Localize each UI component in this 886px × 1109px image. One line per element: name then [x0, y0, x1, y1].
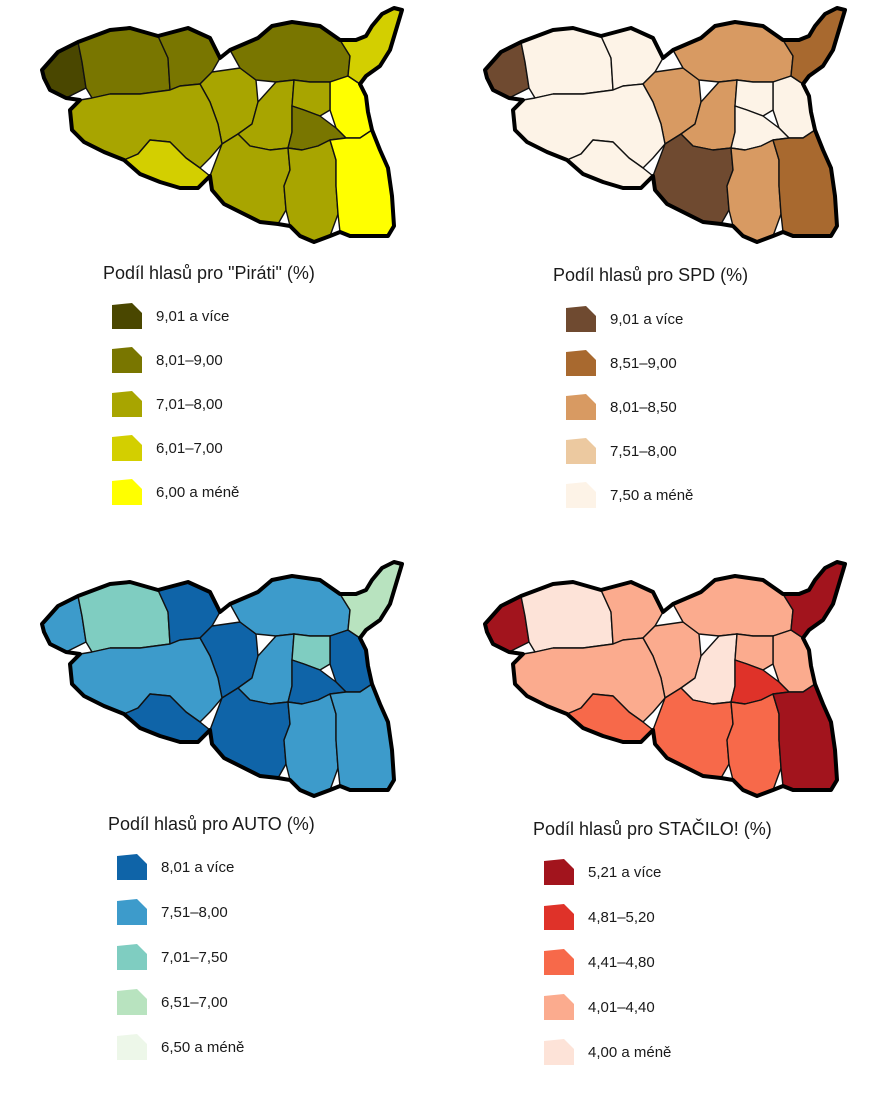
- map-panel-stacilo: Podíl hlasů pro STAČILO! (%) 5,21 a více…: [443, 554, 886, 1108]
- legend-item: 6,50 a méně: [115, 1032, 244, 1062]
- map-region: [772, 129, 838, 237]
- legend-title-spd: Podíl hlasů pro SPD (%): [553, 265, 749, 285]
- map-region: [329, 683, 395, 791]
- legend-title-pirati: Podíl hlasů pro "Piráti" (%): [103, 263, 315, 283]
- legend-swatch: [112, 347, 142, 373]
- region-outline: [40, 560, 404, 798]
- map-panel-spd: Podíl hlasů pro SPD (%) 9,01 a více 8,51–…: [443, 0, 886, 554]
- legend-swatch: [566, 482, 596, 508]
- legend-swatch: [117, 1034, 147, 1060]
- legend-label: 6,01–7,00: [156, 439, 223, 457]
- legend-swatch: [566, 438, 596, 464]
- region-outline: [483, 6, 847, 244]
- map-panel-pirati: Podíl hlasů pro "Piráti" (%) 9,01 a více…: [0, 0, 443, 554]
- legend-swatch: [566, 350, 596, 376]
- legend-label: 7,51–8,00: [610, 442, 677, 460]
- map-region: [329, 129, 395, 237]
- legend-label: 7,01–7,50: [161, 948, 228, 966]
- legend-swatch: [112, 435, 142, 461]
- legend-label: 4,01–4,40: [588, 998, 655, 1016]
- legend-label: 9,01 a více: [610, 310, 684, 328]
- legend-item: 7,01–7,50: [115, 942, 228, 972]
- legend-item: 5,21 a více: [542, 857, 661, 887]
- legend-label: 7,51–8,00: [161, 903, 228, 921]
- legend-item: 7,51–8,00: [115, 897, 228, 927]
- choropleth-map-spd: [483, 6, 847, 244]
- legend-label: 9,01 a více: [156, 307, 230, 325]
- legend-swatch: [117, 989, 147, 1015]
- legend-swatch: [544, 1039, 574, 1065]
- legend-label: 8,51–9,00: [610, 354, 677, 372]
- legend-label: 4,41–4,80: [588, 953, 655, 971]
- legend-label: 8,01 a více: [161, 858, 235, 876]
- legend-label: 8,01–9,00: [156, 351, 223, 369]
- legend-swatch: [117, 944, 147, 970]
- legend-swatch: [112, 303, 142, 329]
- map-region: [229, 21, 351, 83]
- map-region: [772, 683, 838, 791]
- legend-label: 5,21 a více: [588, 863, 662, 881]
- legend-item: 7,01–8,00: [110, 389, 223, 419]
- legend-label: 4,00 a méně: [588, 1043, 672, 1061]
- legend-label: 8,01–8,50: [610, 398, 677, 416]
- choropleth-map-stacilo: [483, 560, 847, 798]
- legend-swatch: [112, 479, 142, 505]
- legend-item: 6,00 a méně: [110, 477, 239, 507]
- region-outline: [40, 6, 404, 244]
- legend-item: 8,01 a více: [115, 852, 234, 882]
- map-region: [672, 575, 794, 637]
- legend-swatch: [566, 394, 596, 420]
- legend-swatch: [566, 306, 596, 332]
- map-region: [229, 575, 351, 637]
- legend-swatch: [117, 854, 147, 880]
- legend-item: 7,51–8,00: [564, 436, 677, 466]
- legend-swatch: [544, 949, 574, 975]
- choropleth-map-auto: [40, 560, 404, 798]
- legend-item: 4,01–4,40: [542, 992, 655, 1022]
- legend-item: 4,81–5,20: [542, 902, 655, 932]
- legend-item: 6,51–7,00: [115, 987, 228, 1017]
- legend-item: 4,41–4,80: [542, 947, 655, 977]
- legend-label: 6,00 a méně: [156, 483, 240, 501]
- legend-title-auto: Podíl hlasů pro AUTO (%): [108, 814, 315, 834]
- legend-label: 7,50 a méně: [610, 486, 694, 504]
- map-region: [672, 21, 794, 83]
- legend-item: 9,01 a více: [110, 301, 229, 331]
- legend-swatch: [117, 899, 147, 925]
- legend-item: 8,01–8,50: [564, 392, 677, 422]
- legend-item: 8,01–9,00: [110, 345, 223, 375]
- legend-label: 6,51–7,00: [161, 993, 228, 1011]
- legend-item: 9,01 a více: [564, 304, 683, 334]
- legend-swatch: [112, 391, 142, 417]
- legend-swatch: [544, 904, 574, 930]
- choropleth-map-pirati: [40, 6, 404, 244]
- legend-swatch: [544, 994, 574, 1020]
- legend-item: 6,01–7,00: [110, 433, 223, 463]
- legend-label: 4,81–5,20: [588, 908, 655, 926]
- legend-item: 7,50 a méně: [564, 480, 693, 510]
- legend-swatch: [544, 859, 574, 885]
- region-outline: [483, 560, 847, 798]
- legend-label: 7,01–8,00: [156, 395, 223, 413]
- legend-label: 6,50 a méně: [161, 1038, 245, 1056]
- legend-item: 4,00 a méně: [542, 1037, 671, 1067]
- map-panel-auto: Podíl hlasů pro AUTO (%) 8,01 a více 7,51…: [0, 554, 443, 1108]
- legend-item: 8,51–9,00: [564, 348, 677, 378]
- legend-title-stacilo: Podíl hlasů pro STAČILO! (%): [533, 819, 772, 839]
